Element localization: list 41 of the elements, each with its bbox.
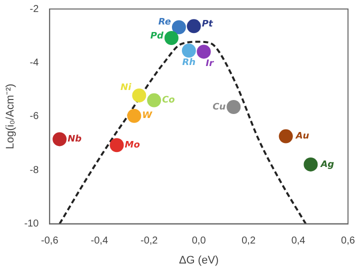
series-label: Pd [150,31,164,42]
point [147,93,162,108]
series-label: W [142,111,154,122]
point [110,138,124,152]
x-axis-title: ΔG (eV) [178,254,219,266]
line-series [58,40,307,224]
point [182,44,196,58]
series-label: Ni [120,82,132,93]
series-label: Rh [182,58,196,68]
x-tick-label: 0,4 [291,236,306,247]
series-label: Ag [320,160,335,170]
point [226,100,241,114]
y-tick-label: -2 [30,4,40,15]
point [172,20,186,34]
x-tick-label: -0,6 [41,236,59,247]
point [196,44,211,59]
series-label: Pt [202,20,214,30]
point [278,129,293,144]
series-label: Re [158,18,171,28]
point [164,31,178,45]
point [186,19,201,34]
series-label: Au [294,132,310,142]
point [132,88,146,102]
x-tick-label: -0,4 [90,236,108,247]
series-label: Cu [212,102,226,112]
series-label: Co [162,96,175,106]
x-tick-label: 0,2 [242,236,256,247]
point [52,132,67,146]
y-tick-label: -6 [30,111,40,122]
series-label: Ir [206,59,214,70]
x-tick-label: 0,6 [341,236,356,247]
point [127,108,142,123]
x-tick-label: -0,2 [140,236,158,247]
series-label: Mo [124,140,140,150]
y-axis-title: Log(i₀/Acm⁻²) [4,84,17,150]
y-tick-label: -10 [24,218,40,230]
series-label: Nb [68,134,82,145]
y-tick-label: -4 [30,57,40,68]
x-tick-label: 0,0 [192,236,206,247]
y-tick-label: -8 [30,164,40,176]
point [304,157,318,172]
